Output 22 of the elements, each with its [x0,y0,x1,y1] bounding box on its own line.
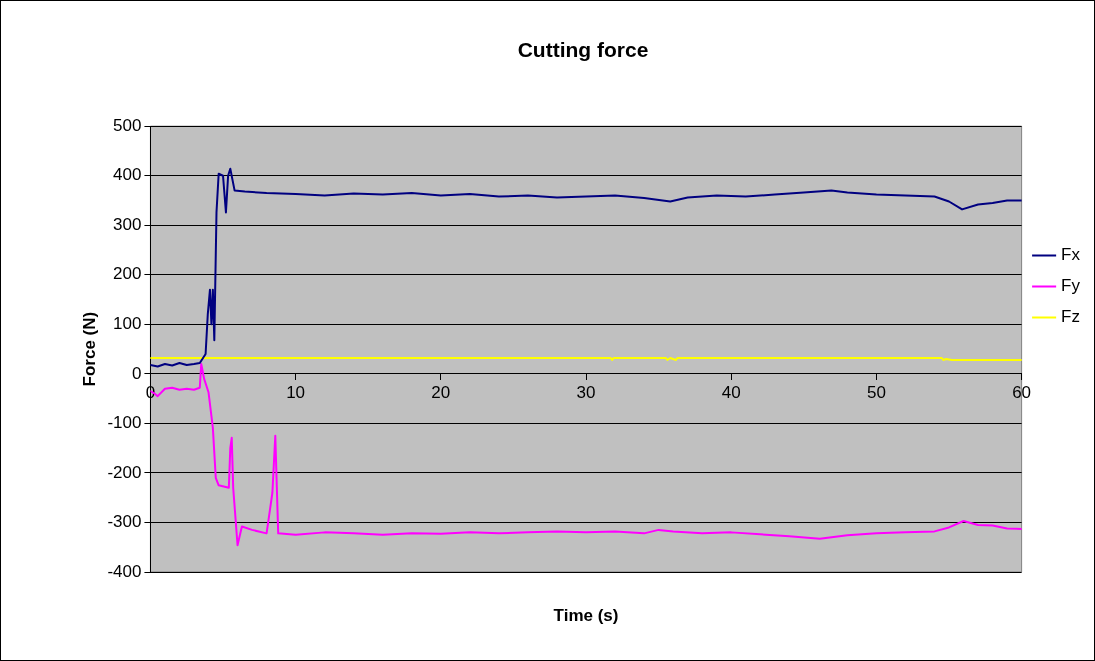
x-axis-title: Time (s) [553,605,619,625]
y-tick-label: -300 [107,512,142,532]
x-tick-label: 10 [286,382,306,402]
y-tick-label: 300 [113,214,142,234]
y-tick-label: -200 [107,462,142,482]
chart-title: Cutting force [517,38,649,62]
y-tick-label: 200 [113,264,142,284]
x-tick-label: 30 [576,382,596,402]
y-tick-label: 400 [113,165,142,185]
x-tick-label: 60 [1012,382,1032,402]
y-tick-label: 0 [131,363,142,383]
y-tick-label: 500 [113,115,142,135]
y-axis-title: Force (N) [79,311,99,387]
y-tick-label: 100 [113,314,142,334]
x-tick-label: 50 [866,382,886,402]
x-tick-label: 40 [721,382,741,402]
x-tick-label: 20 [431,382,451,402]
y-tick-label: -400 [107,561,142,581]
legend-label: Fx [1061,245,1081,265]
legend-label: Fz [1061,307,1081,327]
y-tick-label: -100 [107,413,142,433]
legend-label: Fy [1061,276,1081,296]
